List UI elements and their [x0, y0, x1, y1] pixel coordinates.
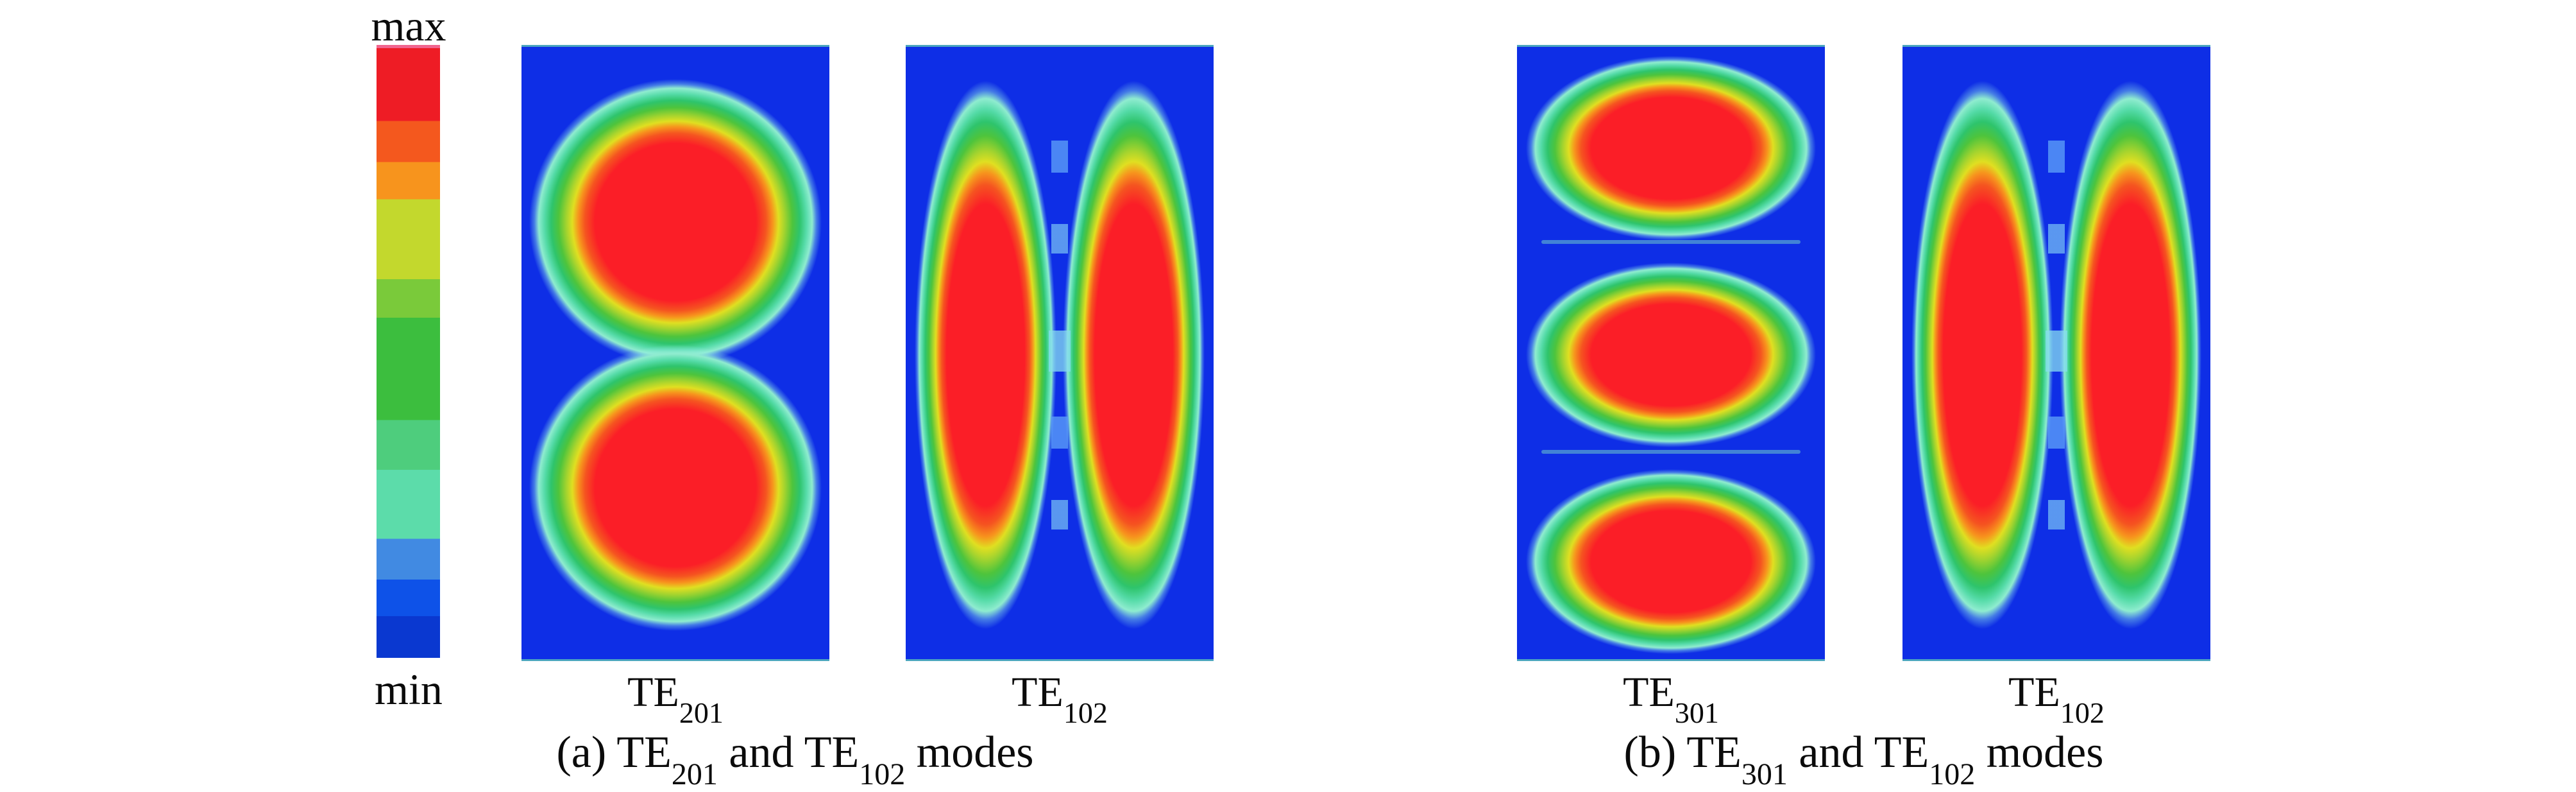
field-plot-te102-a	[906, 45, 1214, 661]
mode-label-te102-a: TE102	[906, 670, 1214, 728]
caption-text: and TE	[717, 728, 860, 777]
mode-label-te102-b: TE102	[1902, 670, 2210, 728]
field-plot-te102-b	[1902, 45, 2210, 661]
mode-label-base: TE	[1623, 669, 1675, 716]
field-lobe	[1526, 469, 1816, 654]
field-plot-te201	[521, 45, 829, 661]
caption-text: (a) TE	[556, 728, 672, 777]
caption-text: modes	[1975, 728, 2104, 777]
caption-text: (b) TE	[1623, 728, 1741, 777]
field-lobe	[529, 79, 822, 365]
mode-label-te201: TE201	[521, 670, 829, 728]
mode-label-te301: TE301	[1517, 670, 1825, 728]
caption-text: modes	[905, 728, 1034, 777]
mode-label-subscript: 102	[2060, 696, 2105, 730]
mode-label-base: TE	[627, 669, 679, 716]
mode-label-subscript: 301	[1674, 696, 1719, 730]
field-lobe	[915, 81, 1056, 629]
panel-a-caption: (a) TE201 and TE102 modes	[377, 729, 1214, 790]
field-lobe	[1063, 81, 1205, 629]
colorbar-max-label: max	[371, 1, 446, 50]
caption-subscript: 301	[1741, 757, 1788, 792]
mesh-artifact	[1541, 449, 1801, 454]
caption-subscript: 102	[859, 757, 906, 792]
caption-text: and TE	[1787, 728, 1929, 777]
mesh-seam-artifact	[2046, 71, 2067, 635]
field-lobe	[2060, 81, 2201, 629]
mode-label-base: TE	[2008, 669, 2060, 716]
mode-label-subscript: 201	[679, 696, 724, 730]
field-lobe	[529, 345, 822, 631]
caption-subscript: 201	[671, 757, 718, 792]
mesh-seam-artifact	[1049, 71, 1071, 635]
mesh-artifact	[1541, 239, 1801, 244]
mode-label-base: TE	[1012, 669, 1063, 716]
panel-b-caption: (b) TE301 and TE102 modes	[1517, 729, 2210, 790]
mode-label-subscript: 102	[1063, 696, 1108, 730]
caption-subscript: 102	[1929, 757, 1976, 792]
field-lobe	[1526, 263, 1816, 447]
colorbar	[377, 45, 440, 658]
field-lobe	[1911, 81, 2053, 629]
colorbar-min-label: min	[375, 665, 443, 714]
field-lobe	[1526, 56, 1816, 241]
field-plot-te301	[1517, 45, 1825, 661]
